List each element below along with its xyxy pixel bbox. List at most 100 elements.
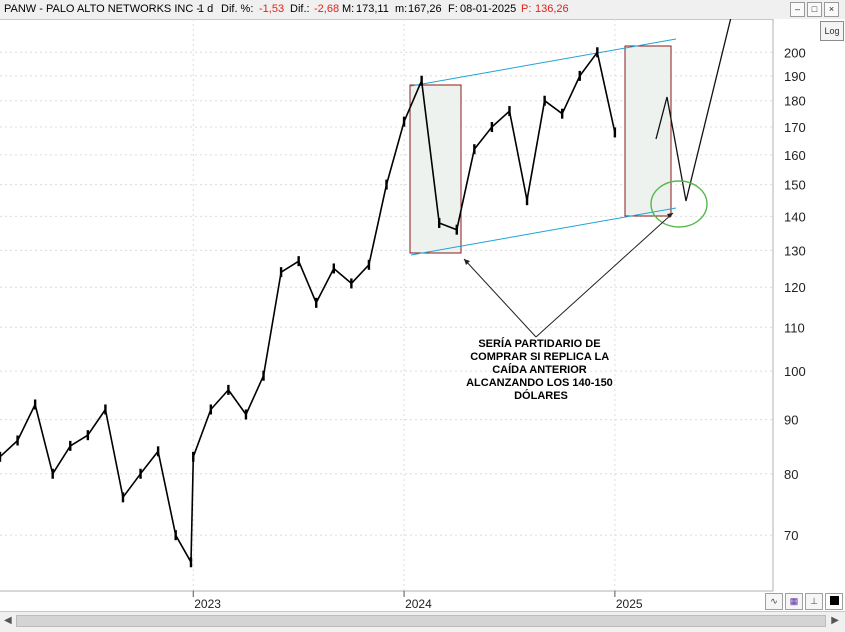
time-axis-ticks: 2023 2024 2025: [192, 591, 643, 611]
horizontal-scrollbar[interactable]: ◀ ▶: [0, 611, 845, 632]
save-icon[interactable]: ▦: [785, 593, 803, 610]
annotation-line-5: DÓLARES: [514, 389, 568, 402]
price-point: [244, 409, 248, 420]
scroll-right-icon[interactable]: ▶: [831, 615, 839, 626]
price-point: [490, 122, 494, 133]
price-tick-label: 110: [784, 320, 805, 335]
price-point: [104, 404, 107, 415]
price-point: [297, 256, 300, 267]
scroll-thumb[interactable]: [16, 615, 826, 627]
price-point: [51, 468, 54, 479]
annotation-line-3: CAÍDA ANTERIOR: [492, 363, 587, 376]
price-tick-label: 200: [784, 45, 806, 60]
minimize-button[interactable]: –: [790, 2, 805, 17]
scroll-left-icon[interactable]: ◀: [4, 615, 12, 626]
annotation-line-4: ALCANZANDO LOS 140-150: [466, 377, 613, 389]
maximize-button[interactable]: □: [807, 2, 822, 17]
price-point: [560, 108, 564, 119]
price-point: [69, 440, 72, 451]
date-label: F:: [448, 3, 458, 15]
price-point: [543, 95, 546, 106]
price-tick-label: 120: [784, 280, 806, 295]
annotation-line-1: SERÍA PARTIDARIO DE: [478, 337, 600, 350]
channel-lower-line: [410, 207, 677, 256]
time-tick-label: 2023: [194, 597, 221, 611]
chart-tools: ∿ ▦ ⊥: [765, 593, 843, 610]
projection-path: [655, 19, 732, 202]
dif-pct-label: Dif. %:: [221, 3, 254, 15]
annotation-line-2: COMPRAR SI REPLICA LA: [470, 351, 609, 363]
window-controls: – □ ×: [790, 2, 839, 17]
price-point: [367, 259, 371, 270]
zigzag-icon[interactable]: ∿: [765, 593, 783, 610]
close-button[interactable]: ×: [824, 2, 839, 17]
price-point: [139, 468, 142, 479]
price-point: [420, 75, 423, 86]
price-point: [189, 557, 193, 568]
min-label: m:: [395, 3, 408, 15]
annotation-text: SERÍA PARTIDARIO DE COMPRAR SI REPLICA L…: [466, 337, 616, 402]
price-value: 136,26: [535, 3, 569, 15]
dif-value: -2,68: [314, 3, 340, 15]
price-point: [508, 106, 511, 117]
price-point: [192, 451, 195, 462]
price-point: [596, 47, 599, 58]
price-point: [227, 384, 230, 395]
max-value: 173,11: [356, 3, 389, 15]
annotation-arrowhead-right-icon: [667, 213, 673, 218]
annotation-arrow-right: [535, 212, 674, 338]
price-point: [156, 446, 160, 457]
price-tick-label: 170: [784, 120, 806, 135]
price-point: [438, 217, 441, 228]
interval-label: 1 d: [198, 3, 214, 15]
price-tick-label: 140: [784, 209, 806, 224]
time-tick-label: 2025: [616, 597, 643, 611]
annotation-arrowhead-left-icon: [464, 259, 470, 265]
pin-icon[interactable]: ⊥: [805, 593, 823, 610]
price-tick-label: 160: [784, 148, 806, 163]
price-axis-panel: [773, 19, 845, 611]
price-point: [86, 430, 90, 441]
price-point: [262, 370, 265, 381]
channel-upper-line: [410, 38, 677, 87]
price-point: [525, 195, 529, 206]
dif-label: Dif.:: [290, 3, 310, 15]
price-point: [0, 451, 2, 462]
price-series-line: [0, 51, 616, 563]
price-tick-label: 80: [784, 467, 798, 482]
color-swatch-icon[interactable]: [825, 593, 843, 610]
price-label: P:: [521, 3, 532, 15]
dif-pct-value: -1,53: [259, 3, 285, 15]
price-point: [279, 267, 283, 278]
price-point: [402, 116, 406, 127]
price-point: [473, 144, 476, 155]
price-tick-label: 150: [784, 178, 806, 193]
time-tick-label: 2024: [405, 597, 432, 611]
price-series-points: [0, 47, 617, 568]
price-point: [455, 224, 458, 235]
price-tick-label: 180: [784, 94, 806, 109]
first-drop-box: [409, 84, 462, 254]
price-point: [578, 70, 581, 81]
price-tick-label: 190: [784, 69, 806, 84]
second-drop-box: [624, 45, 672, 217]
price-tick-label: 130: [784, 243, 806, 258]
symbol-name: PANW - PALO ALTO NETWORKS INC -: [4, 3, 200, 15]
price-point: [33, 399, 37, 410]
price-point: [174, 530, 177, 541]
min-value: 167,26: [408, 3, 442, 15]
price-tick-label: 70: [784, 528, 798, 543]
price-point: [350, 278, 353, 289]
price-chart[interactable]: 708090100110120130140150160170180190200 …: [0, 19, 845, 611]
price-point: [385, 179, 388, 190]
price-point: [16, 435, 19, 446]
target-zone-ellipse: [650, 180, 708, 228]
log-scale-button[interactable]: Log: [820, 21, 844, 41]
price-tick-label: 100: [784, 364, 806, 379]
price-point: [121, 492, 125, 503]
price-axis-ticks: 70 80 90 100 110 120 130 140 150 160 170 180 190 200: [784, 45, 806, 543]
price-point: [332, 263, 335, 274]
date-value: 08-01-2025: [460, 3, 517, 15]
chart-title-bar: PANW - PALO ALTO NETWORKS INC - 1 d Dif.…: [0, 0, 845, 20]
annotation-arrow-left: [463, 258, 537, 338]
